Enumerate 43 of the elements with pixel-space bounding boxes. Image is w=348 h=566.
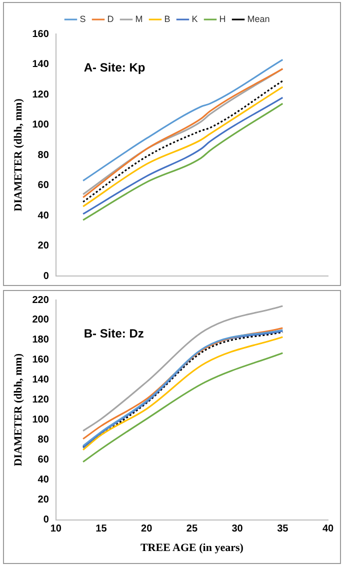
y-tick-label: 120 bbox=[32, 394, 50, 406]
x-tick-label: 30 bbox=[232, 524, 244, 535]
line-series bbox=[82, 352, 284, 463]
y-tick-label: 200 bbox=[32, 314, 50, 326]
y-tick-label: 0 bbox=[43, 514, 50, 526]
x-tick-label: 15 bbox=[96, 524, 108, 535]
y-tick-label: 120 bbox=[32, 89, 50, 100]
legend-label: H bbox=[219, 14, 226, 24]
x-tick-label: 25 bbox=[186, 524, 198, 535]
y-tick-label: 180 bbox=[32, 334, 50, 346]
x-tick-label: 10 bbox=[50, 524, 62, 535]
y-tick-label: 100 bbox=[32, 120, 50, 130]
line-series bbox=[82, 305, 284, 432]
y-tick-label: 80 bbox=[38, 150, 50, 161]
y-tick-label: 60 bbox=[38, 454, 50, 466]
y-tick-label: 220 bbox=[32, 294, 50, 306]
y-tick-label: 0 bbox=[43, 270, 50, 282]
y-tick-label: 20 bbox=[38, 494, 50, 506]
y-tick-label: 160 bbox=[32, 354, 50, 366]
y-tick-label: 160 bbox=[32, 28, 50, 40]
legend-label: B bbox=[164, 14, 170, 24]
y-tick-label: 80 bbox=[38, 434, 50, 446]
y-axis-title: DIAMETER (dbh, mm) bbox=[12, 98, 24, 212]
x-tick-label: 40 bbox=[322, 524, 334, 535]
legend-label: D bbox=[107, 14, 114, 24]
y-tick-label: 40 bbox=[38, 474, 50, 486]
x-tick-label: 35 bbox=[277, 524, 289, 535]
y-tick-label: 20 bbox=[38, 240, 50, 252]
y-tick-label: 140 bbox=[32, 374, 50, 386]
y-tick-label: 140 bbox=[32, 59, 50, 70]
legend-label: S bbox=[80, 14, 86, 24]
y-axis-title: DIAMETER (dbh, mm) bbox=[12, 353, 24, 466]
y-tick-label: 40 bbox=[38, 210, 50, 222]
annotation: B- Site: Dz bbox=[84, 326, 144, 340]
legend-label: Mean bbox=[247, 14, 270, 24]
x-tick-label: 20 bbox=[141, 524, 153, 535]
y-tick-label: 60 bbox=[38, 180, 50, 191]
x-axis-title: TREE AGE (in years) bbox=[140, 542, 244, 554]
y-tick-label: 100 bbox=[32, 414, 50, 426]
line-series bbox=[82, 58, 284, 182]
legend-label: K bbox=[192, 14, 198, 24]
annotation: A- Site: Kp bbox=[84, 60, 146, 74]
legend-label: M bbox=[135, 14, 143, 24]
